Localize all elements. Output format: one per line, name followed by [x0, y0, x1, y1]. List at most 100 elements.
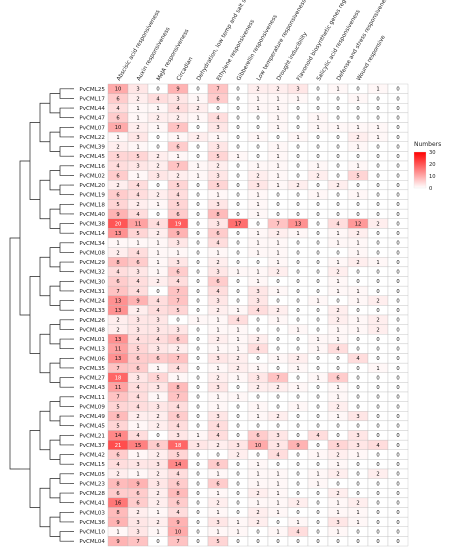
- cell-value: 0: [376, 106, 379, 112]
- cell-value: 1: [256, 250, 259, 256]
- cell-value: 2: [256, 87, 259, 93]
- cell-value: 0: [196, 144, 199, 150]
- cell-value: 3: [156, 318, 159, 324]
- row-labels: PvCML25 PvCML17 PvCML44 PvCML47 PvCML07 PvCML…: [79, 87, 105, 545]
- cell-value: 6: [116, 173, 119, 179]
- cell-value: 2: [116, 318, 119, 324]
- cell-value: 2: [116, 183, 119, 189]
- row-label: PvCML14: [79, 231, 105, 237]
- cell-value: 3: [296, 87, 299, 93]
- cell-value: 0: [396, 327, 399, 333]
- cell-value: 1: [296, 231, 299, 237]
- cell-value: 0: [376, 539, 379, 545]
- cell-value: 4: [116, 462, 120, 468]
- cell-value: 0: [336, 106, 339, 112]
- cell-value: 0: [356, 212, 359, 218]
- cell-value: 4: [176, 472, 180, 478]
- row-label: PvCML13: [79, 347, 105, 353]
- cell-value: 16: [115, 501, 122, 507]
- cell-value: 0: [196, 395, 199, 401]
- cell-value: 0: [196, 356, 199, 362]
- cell-value: 0: [376, 202, 379, 208]
- legend-tick-label: 0: [429, 186, 432, 192]
- cell-value: 3: [216, 221, 219, 227]
- cell-value: 2: [256, 385, 259, 391]
- cell-value: 6: [116, 491, 119, 497]
- cell-value: 0: [196, 472, 199, 478]
- cell-value: 6: [216, 231, 219, 237]
- legend-ticks: 30 20 10 0: [429, 150, 436, 192]
- cell-value: 1: [276, 241, 279, 247]
- cell-value: 0: [236, 173, 239, 179]
- dendrogram-branch: [59, 511, 70, 523]
- cell-value: 0: [296, 270, 299, 276]
- row-label: PvCML32: [79, 270, 105, 276]
- cell-value: 4: [136, 289, 140, 295]
- cell-value: 1: [336, 289, 339, 295]
- cell-value: 1: [256, 481, 259, 487]
- cell-value: 1: [216, 510, 219, 516]
- cell-value: 8: [116, 481, 119, 487]
- cell-value: 4: [376, 443, 380, 449]
- row-label: PvCML16: [79, 164, 105, 170]
- cell-value: 0: [236, 241, 239, 247]
- row-label: PvCML40: [79, 212, 105, 218]
- cell-value: 1: [216, 404, 219, 410]
- cell-value: 1: [256, 96, 259, 102]
- cell-value: 1: [336, 385, 339, 391]
- legend-title: Numbers: [414, 141, 441, 148]
- cell-value: 1: [276, 289, 279, 295]
- cell-value: 0: [276, 520, 279, 526]
- cell-value: 0: [296, 173, 299, 179]
- cell-value: 0: [156, 183, 159, 189]
- cell-value: 11: [115, 347, 122, 353]
- cell-value: 2: [216, 337, 219, 343]
- cell-value: 0: [296, 193, 299, 199]
- cell-value: 0: [236, 424, 239, 430]
- cell-value: 1: [356, 164, 359, 170]
- cell-value: 0: [316, 135, 319, 141]
- cell-value: 1: [256, 202, 259, 208]
- row-label: PvCML45: [79, 154, 105, 160]
- row-label: PvCML02: [79, 173, 105, 179]
- dendrogram-branch: [59, 531, 70, 542]
- cell-value: 0: [356, 183, 359, 189]
- cell-value: 0: [316, 289, 319, 295]
- cell-value: 0: [296, 424, 299, 430]
- cell-value: 2: [176, 116, 179, 122]
- cell-value: 2: [216, 260, 219, 266]
- cell-value: 0: [356, 385, 359, 391]
- cell-value: 0: [236, 462, 239, 468]
- cell-value: 1: [256, 404, 259, 410]
- cell-value: 0: [376, 279, 379, 285]
- cell-value: 1: [256, 501, 259, 507]
- cell-value: 1: [276, 164, 279, 170]
- cell-value: 2: [136, 308, 139, 314]
- cell-value: 1: [336, 231, 339, 237]
- cell-value: 2: [176, 347, 179, 353]
- cell-value: 5: [116, 202, 119, 208]
- cell-value: 3: [136, 327, 139, 333]
- row-label: PvCML47: [79, 116, 105, 122]
- cell-value: 2: [336, 472, 339, 478]
- cell-value: 2: [236, 366, 239, 372]
- dendrogram-branch: [59, 396, 70, 407]
- cell-value: 18: [115, 375, 122, 381]
- cell-value: 3: [216, 520, 219, 526]
- cell-value: 0: [356, 116, 359, 122]
- cell-value: 0: [396, 231, 399, 237]
- cell-value: 1: [256, 270, 259, 276]
- cell-value: 5: [116, 424, 119, 430]
- row-label: PvCML34: [79, 241, 105, 247]
- cell-value: 4: [156, 96, 160, 102]
- cell-value: 1: [236, 154, 239, 160]
- cell-value: 0: [396, 289, 399, 295]
- cell-value: 3: [156, 481, 159, 487]
- cell-value: 0: [356, 395, 359, 401]
- row-label: PvCML08: [79, 250, 105, 256]
- cell-value: 1: [236, 395, 239, 401]
- cell-value: 1: [196, 173, 199, 179]
- cell-value: 9: [176, 520, 179, 526]
- cell-value: 4: [256, 308, 260, 314]
- cell-value: 1: [276, 318, 279, 324]
